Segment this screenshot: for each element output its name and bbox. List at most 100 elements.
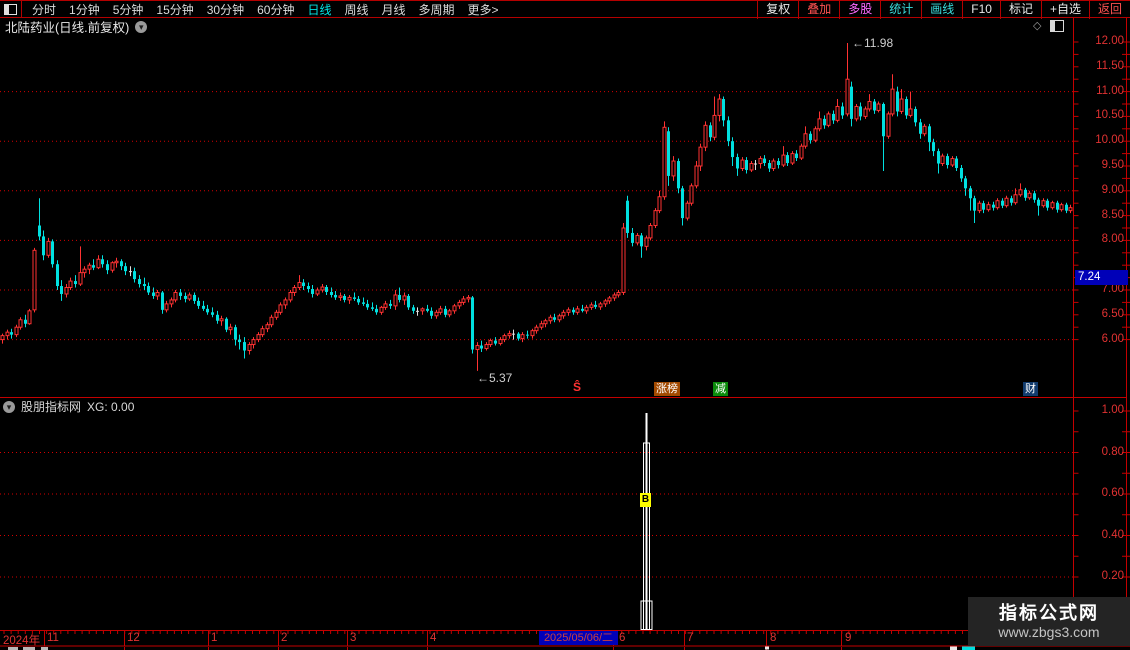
candle-up — [1027, 192, 1032, 199]
candle-down — [471, 297, 474, 350]
candle-down — [412, 307, 415, 311]
candle-down — [152, 292, 155, 296]
stock-title[interactable]: 北陆药业(日线.前复权) — [5, 21, 130, 35]
candle-down — [120, 261, 123, 267]
signal-s-marker: Ŝ — [573, 380, 582, 394]
candle-up — [771, 160, 776, 169]
reduce-badge[interactable]: 减 — [713, 382, 728, 396]
period-tab-2[interactable]: 5分钟 — [112, 2, 144, 17]
candle-down — [955, 158, 958, 168]
toolbar-button-8[interactable]: 返回 — [1088, 1, 1130, 19]
candle-up — [863, 108, 868, 117]
candle-up — [835, 105, 840, 121]
candle-up — [0, 335, 5, 341]
window-layout-button[interactable] — [0, 1, 22, 17]
candle-down — [362, 302, 365, 304]
candle-up — [977, 202, 982, 212]
candle-up — [27, 310, 32, 325]
candle-up — [603, 300, 608, 305]
candle-up — [698, 146, 703, 167]
candle-down — [101, 259, 104, 265]
candle-down — [124, 266, 127, 272]
candle-up — [379, 306, 384, 313]
candle-down — [914, 108, 917, 123]
candle-up — [78, 272, 83, 285]
candle-down — [992, 204, 995, 208]
toolbar-button-0[interactable]: 复权 — [757, 1, 798, 19]
candle-up — [781, 154, 786, 166]
candle-down — [138, 279, 141, 285]
period-tab-10[interactable]: 更多> — [467, 2, 499, 17]
candle-down — [202, 305, 205, 309]
finance-badge[interactable]: 财 — [1023, 382, 1038, 396]
candle-down — [1037, 199, 1040, 206]
period-tab-5[interactable]: 60分钟 — [257, 2, 295, 17]
candle-up — [813, 128, 818, 141]
period-tab-6[interactable]: 日线 — [307, 2, 332, 17]
chevron-down-icon[interactable]: ▾ — [3, 400, 15, 413]
candle-down — [307, 286, 310, 290]
period-tab-9[interactable]: 多周期 — [418, 2, 455, 17]
toolbar-button-4[interactable]: 画线 — [921, 1, 962, 19]
candle-up — [995, 200, 1000, 209]
date-axis-month: 9 — [845, 632, 852, 644]
period-tab-4[interactable]: 30分钟 — [206, 2, 245, 17]
candle-up — [256, 334, 261, 341]
toolbar-button-2[interactable]: 多股 — [839, 1, 880, 19]
candle-down — [809, 133, 812, 141]
candle-up — [87, 264, 92, 270]
candle-down — [480, 345, 483, 349]
candle-down — [896, 91, 899, 112]
candle-down — [832, 113, 835, 121]
candle-up — [1059, 204, 1064, 211]
candle-up — [584, 306, 589, 312]
candle-down — [353, 297, 356, 299]
candle-up — [466, 296, 471, 300]
candle-flat — [129, 271, 132, 273]
candle-up — [155, 291, 160, 297]
period-tab-0[interactable]: 分时 — [32, 2, 57, 17]
price-axis-label: 10.00 — [1095, 134, 1124, 147]
candle-up — [320, 286, 325, 291]
toolbar-button-1[interactable]: 叠加 — [798, 1, 839, 19]
candle-up — [5, 331, 10, 337]
toolbar-button-5[interactable]: F10 — [962, 1, 1000, 19]
toolbar-button-3[interactable]: 统计 — [880, 1, 921, 19]
period-tab-3[interactable]: 15分钟 — [156, 2, 194, 17]
candle-down — [243, 342, 246, 351]
candle-down — [763, 158, 766, 164]
candle-up — [790, 153, 795, 164]
candle-down — [969, 188, 972, 199]
title-bar: 北陆药业(日线.前复权) ▾ ◇ — [0, 18, 1130, 35]
period-tab-8[interactable]: 月线 — [381, 2, 406, 17]
candle-up — [1068, 207, 1073, 212]
period-tab-1[interactable]: 1分钟 — [69, 2, 100, 17]
candle-up — [1018, 189, 1023, 196]
candle-up — [561, 311, 566, 317]
indicator-name[interactable]: 股朋指标网 — [21, 400, 82, 414]
candle-down — [594, 304, 597, 307]
period-tab-7[interactable]: 周线 — [344, 2, 369, 17]
diamond-icon[interactable]: ◇ — [1033, 20, 1042, 32]
toolbar-button-7[interactable]: +自选 — [1040, 1, 1089, 19]
toolbar-button-6[interactable]: 标记 — [999, 1, 1041, 19]
candle-up — [543, 320, 548, 325]
candle-up — [457, 301, 462, 307]
candle-up — [635, 234, 640, 244]
candle-up — [890, 88, 895, 115]
candle-up — [616, 291, 621, 296]
candle-up — [169, 299, 174, 305]
selected-date-label: 2025/05/06/二 — [539, 631, 618, 645]
candle-up — [260, 328, 265, 336]
split-window-icon[interactable] — [1050, 19, 1065, 32]
price-axis-label: 8.50 — [1101, 208, 1124, 221]
chevron-down-icon[interactable]: ▾ — [135, 20, 148, 33]
candle-up — [1004, 197, 1009, 207]
price-axis-label: 10.50 — [1095, 109, 1124, 122]
candle-up — [803, 133, 808, 147]
rank-badge[interactable]: 涨榜 — [654, 382, 680, 396]
price-axis-label: 11.50 — [1096, 59, 1124, 72]
top-toolbar: 分时 1分钟 5分钟 15分钟 30分钟 60分钟 日线 周线 月线 多周期 更多> 复权 叠加 多股统… — [0, 0, 1130, 19]
